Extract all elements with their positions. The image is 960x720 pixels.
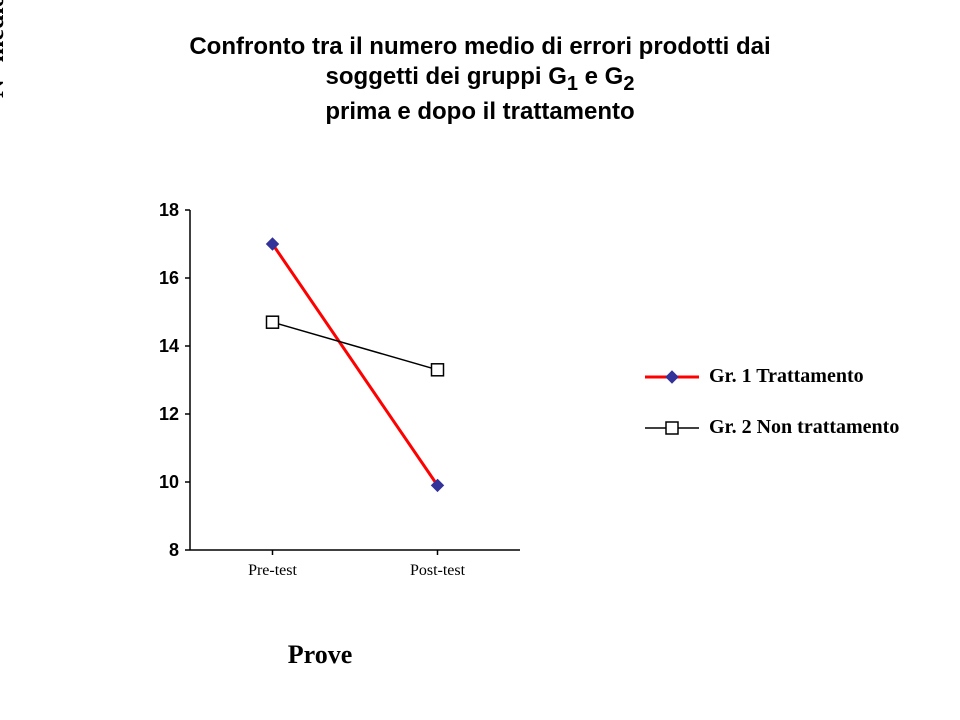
legend-swatch [645, 367, 699, 387]
legend: Gr. 1 Trattamento Gr. 2 Non trattamento [645, 365, 899, 467]
legend-label: Gr. 1 Trattamento [709, 365, 864, 388]
y-axis-label: N° medio errori [10, 0, 40, 200]
svg-text:16: 16 [159, 268, 179, 288]
slide: Confronto tra il numero medio di errori … [0, 0, 960, 720]
x-axis-label: Prove [155, 640, 485, 670]
svg-text:14: 14 [159, 336, 179, 356]
chart-title: Confronto tra il numero medio di errori … [0, 32, 960, 127]
legend-label: Gr. 2 Non trattamento [709, 416, 899, 439]
svg-text:12: 12 [159, 404, 179, 424]
legend-item: Gr. 2 Non trattamento [645, 416, 899, 439]
legend-item: Gr. 1 Trattamento [645, 365, 899, 388]
svg-text:Post-test: Post-test [410, 562, 466, 579]
svg-text:18: 18 [159, 200, 179, 220]
legend-swatch [645, 418, 699, 438]
svg-text:Pre-test: Pre-test [248, 562, 297, 579]
svg-text:10: 10 [159, 472, 179, 492]
chart-area: 8 10 12 14 16 18 Pre-test Post-test Gr. 1 Tratt… [120, 200, 900, 620]
svg-text:8: 8 [169, 540, 179, 560]
